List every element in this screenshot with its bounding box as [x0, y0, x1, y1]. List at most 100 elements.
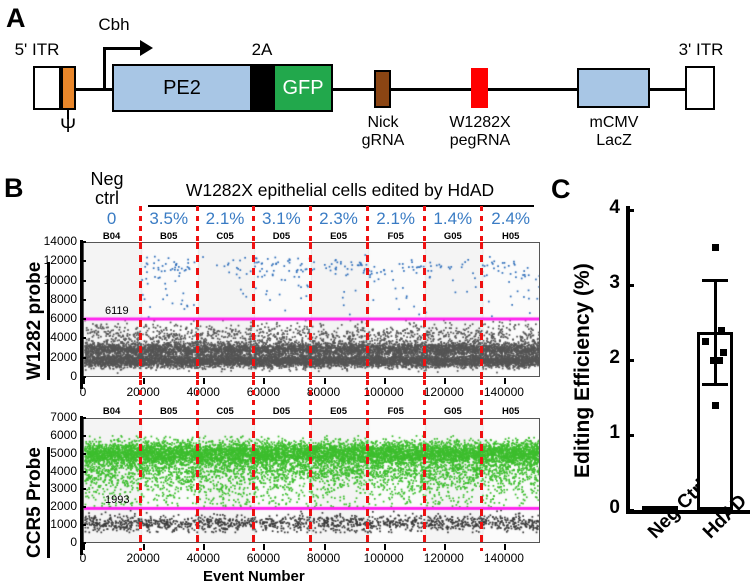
- backbone-line-4: [488, 88, 577, 91]
- mcmv-lacz-label-line2: LacZ: [596, 131, 632, 149]
- errorbar-cap-high: [702, 279, 728, 282]
- psi-box: [61, 66, 76, 110]
- panel-c-y-tickmark: [626, 434, 634, 437]
- y-tickmark: [80, 376, 86, 378]
- y-tickmark: [80, 524, 86, 527]
- well-label-bottom-d05: D05: [272, 406, 291, 417]
- x-tickmark: [83, 544, 85, 550]
- well-label-top-c05: C05: [216, 231, 234, 242]
- x-tickmark: [503, 378, 506, 384]
- psi-label: Ψ: [60, 116, 76, 137]
- well-divider-bottom-3: [251, 418, 255, 551]
- well-divider-mid-6: [423, 380, 427, 420]
- well-divider-mid-5: [366, 380, 370, 420]
- two-a-box: [252, 64, 273, 112]
- well-label-top-g05: G05: [443, 231, 462, 242]
- x-tickmark: [383, 544, 386, 550]
- panel-c-ytick-2: 2: [609, 347, 620, 368]
- x-tickmark: [83, 378, 85, 384]
- w1282-xtick-120000: 120000: [423, 385, 464, 399]
- editing-percent-e05: 2.3%: [319, 209, 358, 228]
- y-tickmark: [80, 488, 86, 491]
- x-tickmark: [383, 378, 386, 384]
- backbone-line-1: [47, 88, 112, 91]
- y-tickmark: [80, 241, 86, 243]
- data-point: [717, 326, 725, 334]
- well-divider-top-4: [308, 242, 312, 385]
- data-point: [711, 401, 719, 409]
- w1282-probe-axes: 6119 0 2000 4000 6000 8000 10000 12000 14000 0 200…: [0, 168, 545, 428]
- well-divider-bottom-2: [196, 418, 200, 551]
- x-tickmark: [323, 378, 326, 384]
- errorbar-hdad: [713, 280, 717, 384]
- w1282-y-axis: [80, 240, 83, 389]
- mcmv-lacz-box: [577, 68, 650, 108]
- well-divider-bottom-7: [480, 418, 484, 551]
- well-divider-top-5: [366, 242, 370, 385]
- well-label-bottom-e05: E05: [330, 406, 347, 417]
- well-label-bottom-b04: B04: [102, 406, 121, 417]
- w1282-ytick-6000: 6000: [50, 311, 77, 326]
- ccr5-ytick-4000: 4000: [50, 463, 77, 478]
- y-tickmark: [80, 452, 86, 455]
- panel-b-letter: B: [4, 173, 24, 203]
- panel-c-ytick-0: 0: [609, 497, 620, 518]
- ccr5-xtick-120000: 120000: [423, 551, 464, 565]
- neg-ctrl-header-line1: Neg: [90, 169, 124, 189]
- w1282-xtick-140000: 140000: [483, 385, 524, 399]
- panel-c-plot-layer: 0 1 2 3 4 Neg Ctrl HdAD: [545, 168, 750, 587]
- well-label-bottom-b05: B05: [159, 406, 178, 417]
- ccr5-ytick-2000: 2000: [50, 499, 77, 514]
- cbh-promoter-stem: [103, 47, 106, 89]
- w1282-ytick-12000: 12000: [43, 253, 77, 268]
- ccr5-xtick-100000: 100000: [363, 551, 404, 565]
- editing-percent-f05: 2.1%: [376, 209, 416, 228]
- y-tickmark: [80, 417, 86, 419]
- ccr5-y-axis: [80, 416, 83, 555]
- w1282x-pegrna-label: W1282X pegRNA: [436, 114, 524, 150]
- panel-c-ytick-3: 3: [609, 272, 620, 293]
- x-tickmark: [263, 544, 266, 550]
- backbone-line-2: [330, 88, 375, 91]
- y-tickmark: [80, 506, 86, 509]
- panel-c-ytick-1: 1: [609, 422, 620, 443]
- x-tickmark: [503, 544, 506, 550]
- well-label-top-d05: D05: [272, 231, 291, 242]
- w1282-ytick-10000: 10000: [43, 272, 77, 287]
- w1282-ytick-4000: 4000: [50, 330, 77, 345]
- well-divider-mid-3: [251, 380, 255, 420]
- y-tickmark: [80, 470, 86, 473]
- x-tickmark: [443, 544, 446, 550]
- ccr5-xtick-80000: 80000: [306, 551, 341, 565]
- psi-tick: [67, 110, 69, 119]
- well-divider-header-4: [308, 206, 312, 242]
- panel-c-ytick-4: 4: [609, 197, 620, 218]
- well-divider-header-5: [366, 206, 370, 242]
- x-tickmark: [263, 378, 266, 384]
- well-divider-top-6: [423, 242, 427, 385]
- well-divider-top-1: [139, 242, 143, 385]
- well-label-bottom-f05: F05: [387, 406, 404, 417]
- x-tickmark: [143, 544, 146, 550]
- ccr5-xtick-0: 0: [79, 551, 87, 565]
- ccr5-ytick-5000: 5000: [50, 445, 77, 460]
- editing-percent-c05: 2.1%: [205, 209, 245, 228]
- ccr5-ytick-7000: 7000: [50, 410, 77, 424]
- two-a-label: 2A: [251, 40, 273, 59]
- w1282-xtick-100000: 100000: [363, 385, 404, 399]
- well-divider-bottom-5: [366, 418, 370, 551]
- x-tickmark: [143, 378, 146, 384]
- y-tickmark: [80, 542, 86, 544]
- well-label-bottom-h05: H05: [501, 406, 520, 417]
- edited-cells-header: W1282X epithelial cells edited by HdAD: [185, 180, 495, 200]
- well-label-bottom-g05: G05: [443, 406, 462, 417]
- panel-a-letter: A: [6, 3, 26, 33]
- ccr5-xtick-60000: 60000: [246, 551, 281, 565]
- pe2-label: PE2: [163, 76, 201, 99]
- panel-a-vector-map: A 5' ITR Ψ Cbh PE2 2A GFP Nick gRNA W128…: [0, 0, 750, 168]
- well-divider-mid-7: [480, 380, 484, 420]
- well-label-top-e05: E05: [330, 231, 347, 242]
- panel-c-letter: C: [551, 174, 571, 204]
- five-prime-itr-label: 5' ITR: [14, 40, 60, 59]
- w1282-xtick-40000: 40000: [186, 385, 220, 399]
